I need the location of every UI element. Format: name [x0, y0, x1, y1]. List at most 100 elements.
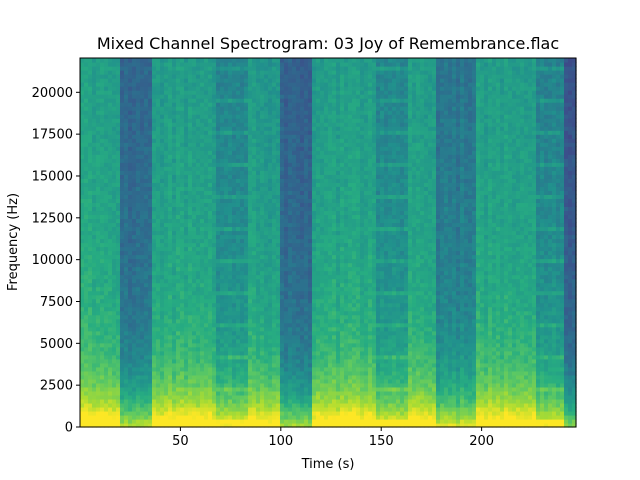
spectrogram-cell — [148, 194, 153, 199]
spectrogram-cell — [248, 386, 253, 392]
spectrogram-cell — [128, 318, 133, 324]
spectrogram-cell — [212, 274, 217, 280]
spectrogram-cell — [212, 70, 217, 75]
spectrogram-cell — [200, 242, 205, 248]
spectrogram-cell — [80, 386, 85, 392]
spectrogram-cell — [156, 174, 161, 179]
spectrogram-cell — [148, 294, 153, 300]
spectrogram-cell — [164, 82, 169, 87]
spectrogram-cell — [288, 134, 293, 139]
spectrogram-cell — [136, 258, 141, 264]
spectrogram-cell — [164, 342, 169, 348]
spectrogram-cell — [184, 390, 189, 396]
spectrogram-cell — [176, 354, 181, 360]
spectrogram-cell — [188, 394, 193, 400]
spectrogram-cell — [164, 158, 169, 163]
spectrogram-cell — [196, 314, 201, 320]
spectrogram-cell — [112, 390, 117, 396]
spectrogram-cell — [164, 138, 169, 143]
spectrogram-cell — [244, 338, 249, 344]
spectrogram-cell — [224, 234, 229, 240]
spectrogram-cell — [136, 242, 141, 248]
spectrogram-cell — [156, 266, 161, 272]
spectrogram-cell — [204, 174, 209, 179]
spectrogram-cell — [248, 194, 253, 199]
spectrogram-cell — [156, 106, 161, 111]
spectrogram-cell — [252, 226, 257, 232]
spectrogram-cell — [148, 150, 153, 155]
spectrogram-cell — [260, 306, 265, 312]
spectrogram-cell — [280, 230, 285, 236]
spectrogram-cell — [108, 206, 113, 212]
spectrogram-cell — [88, 106, 93, 111]
spectrogram-cell — [232, 74, 237, 79]
spectrogram-cell — [240, 170, 245, 175]
spectrogram-cell — [232, 154, 237, 159]
spectrogram-cell — [288, 238, 293, 244]
spectrogram-cell — [180, 350, 185, 356]
spectrogram-cell — [276, 150, 281, 155]
spectrogram-cell — [224, 258, 229, 264]
spectrogram-cell — [148, 378, 153, 384]
spectrogram-cell — [92, 138, 97, 143]
spectrogram-cell — [184, 218, 189, 224]
spectrogram-cell — [104, 118, 109, 123]
spectrogram-cell — [272, 262, 277, 268]
spectrogram-cell — [108, 234, 113, 240]
spectrogram-cell — [184, 346, 189, 352]
spectrogram-cell — [156, 282, 161, 288]
spectrogram-cell — [200, 374, 205, 380]
spectrogram-cell — [96, 170, 101, 175]
spectrogram-cell — [172, 106, 177, 111]
spectrogram-cell — [104, 378, 109, 384]
spectrogram-cell — [112, 266, 117, 272]
spectrogram-cell — [292, 294, 297, 300]
spectrogram-cell — [84, 98, 89, 103]
spectrogram-cell — [216, 414, 221, 420]
spectrogram-cell — [196, 422, 201, 428]
spectrogram-cell — [156, 306, 161, 312]
spectrogram-cell — [280, 258, 285, 264]
spectrogram-cell — [136, 314, 141, 320]
spectrogram-cell — [220, 262, 225, 268]
spectrogram-cell — [244, 110, 249, 115]
spectrogram-cell — [180, 114, 185, 119]
spectrogram-cell — [260, 322, 265, 328]
spectrogram-cell — [136, 422, 141, 428]
spectrogram-cell — [96, 78, 101, 83]
spectrogram-cell — [200, 406, 205, 412]
spectrogram-cell — [188, 314, 193, 320]
spectrogram-cell — [124, 190, 129, 195]
spectrogram-cell — [208, 246, 213, 252]
spectrogram-cell — [112, 98, 117, 103]
spectrogram-cell — [96, 90, 101, 95]
spectrogram-cell — [132, 310, 137, 316]
spectrogram-cell — [128, 414, 133, 420]
spectrogram-cell — [196, 234, 201, 240]
spectrogram-cell — [236, 390, 241, 396]
spectrogram-cell — [224, 178, 229, 183]
spectrogram-cell — [216, 214, 221, 220]
spectrogram-cell — [216, 102, 221, 107]
spectrogram-cell — [164, 242, 169, 248]
spectrogram-cell — [256, 362, 261, 368]
spectrogram-cell — [276, 330, 281, 336]
spectrogram-cell — [280, 422, 285, 428]
spectrogram-cell — [116, 274, 121, 280]
spectrogram-cell — [92, 222, 97, 228]
spectrogram-cell — [112, 194, 117, 199]
spectrogram-cell — [236, 58, 241, 63]
spectrogram-cell — [284, 358, 289, 364]
spectrogram-cell — [132, 414, 137, 420]
spectrogram-cell — [164, 210, 169, 216]
spectrogram-cell — [180, 170, 185, 175]
spectrogram-cell — [192, 350, 197, 356]
spectrogram-cell — [168, 366, 173, 372]
spectrogram-cell — [204, 338, 209, 344]
spectrogram-cell — [240, 86, 245, 91]
spectrogram-cell — [264, 74, 269, 79]
spectrogram-cell — [264, 174, 269, 179]
spectrogram-cell — [208, 350, 213, 356]
spectrogram-cell — [280, 350, 285, 356]
spectrogram-cell — [280, 246, 285, 252]
